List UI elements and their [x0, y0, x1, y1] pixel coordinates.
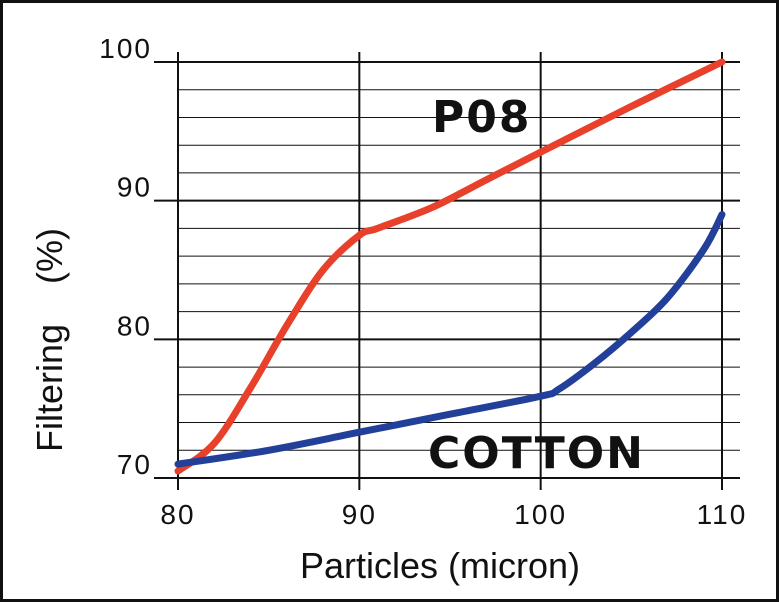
x-tick-label: 110: [697, 499, 748, 530]
series-line-cotton: [174, 211, 726, 468]
y-tick-label: 70: [117, 449, 152, 480]
x-tick-label: 80: [160, 499, 195, 530]
grid: [154, 52, 740, 490]
x-tick-label: 100: [514, 499, 567, 530]
series-lines: [174, 58, 726, 475]
y-axis-label: Filtering (%): [29, 228, 70, 452]
y-tick-label: 100: [99, 33, 152, 64]
series-line-p08: [174, 58, 726, 475]
x-axis-label: Particles (micron): [300, 545, 580, 586]
series-label-p08: P08: [432, 92, 531, 143]
y-tick-label: 80: [117, 310, 152, 341]
series-label-cotton: COTTON: [428, 428, 645, 479]
y-tick-label: 90: [117, 172, 152, 203]
x-tick-label: 90: [342, 499, 377, 530]
tick-labels: 80 90 100 110 70 80 90 100: [99, 33, 748, 530]
